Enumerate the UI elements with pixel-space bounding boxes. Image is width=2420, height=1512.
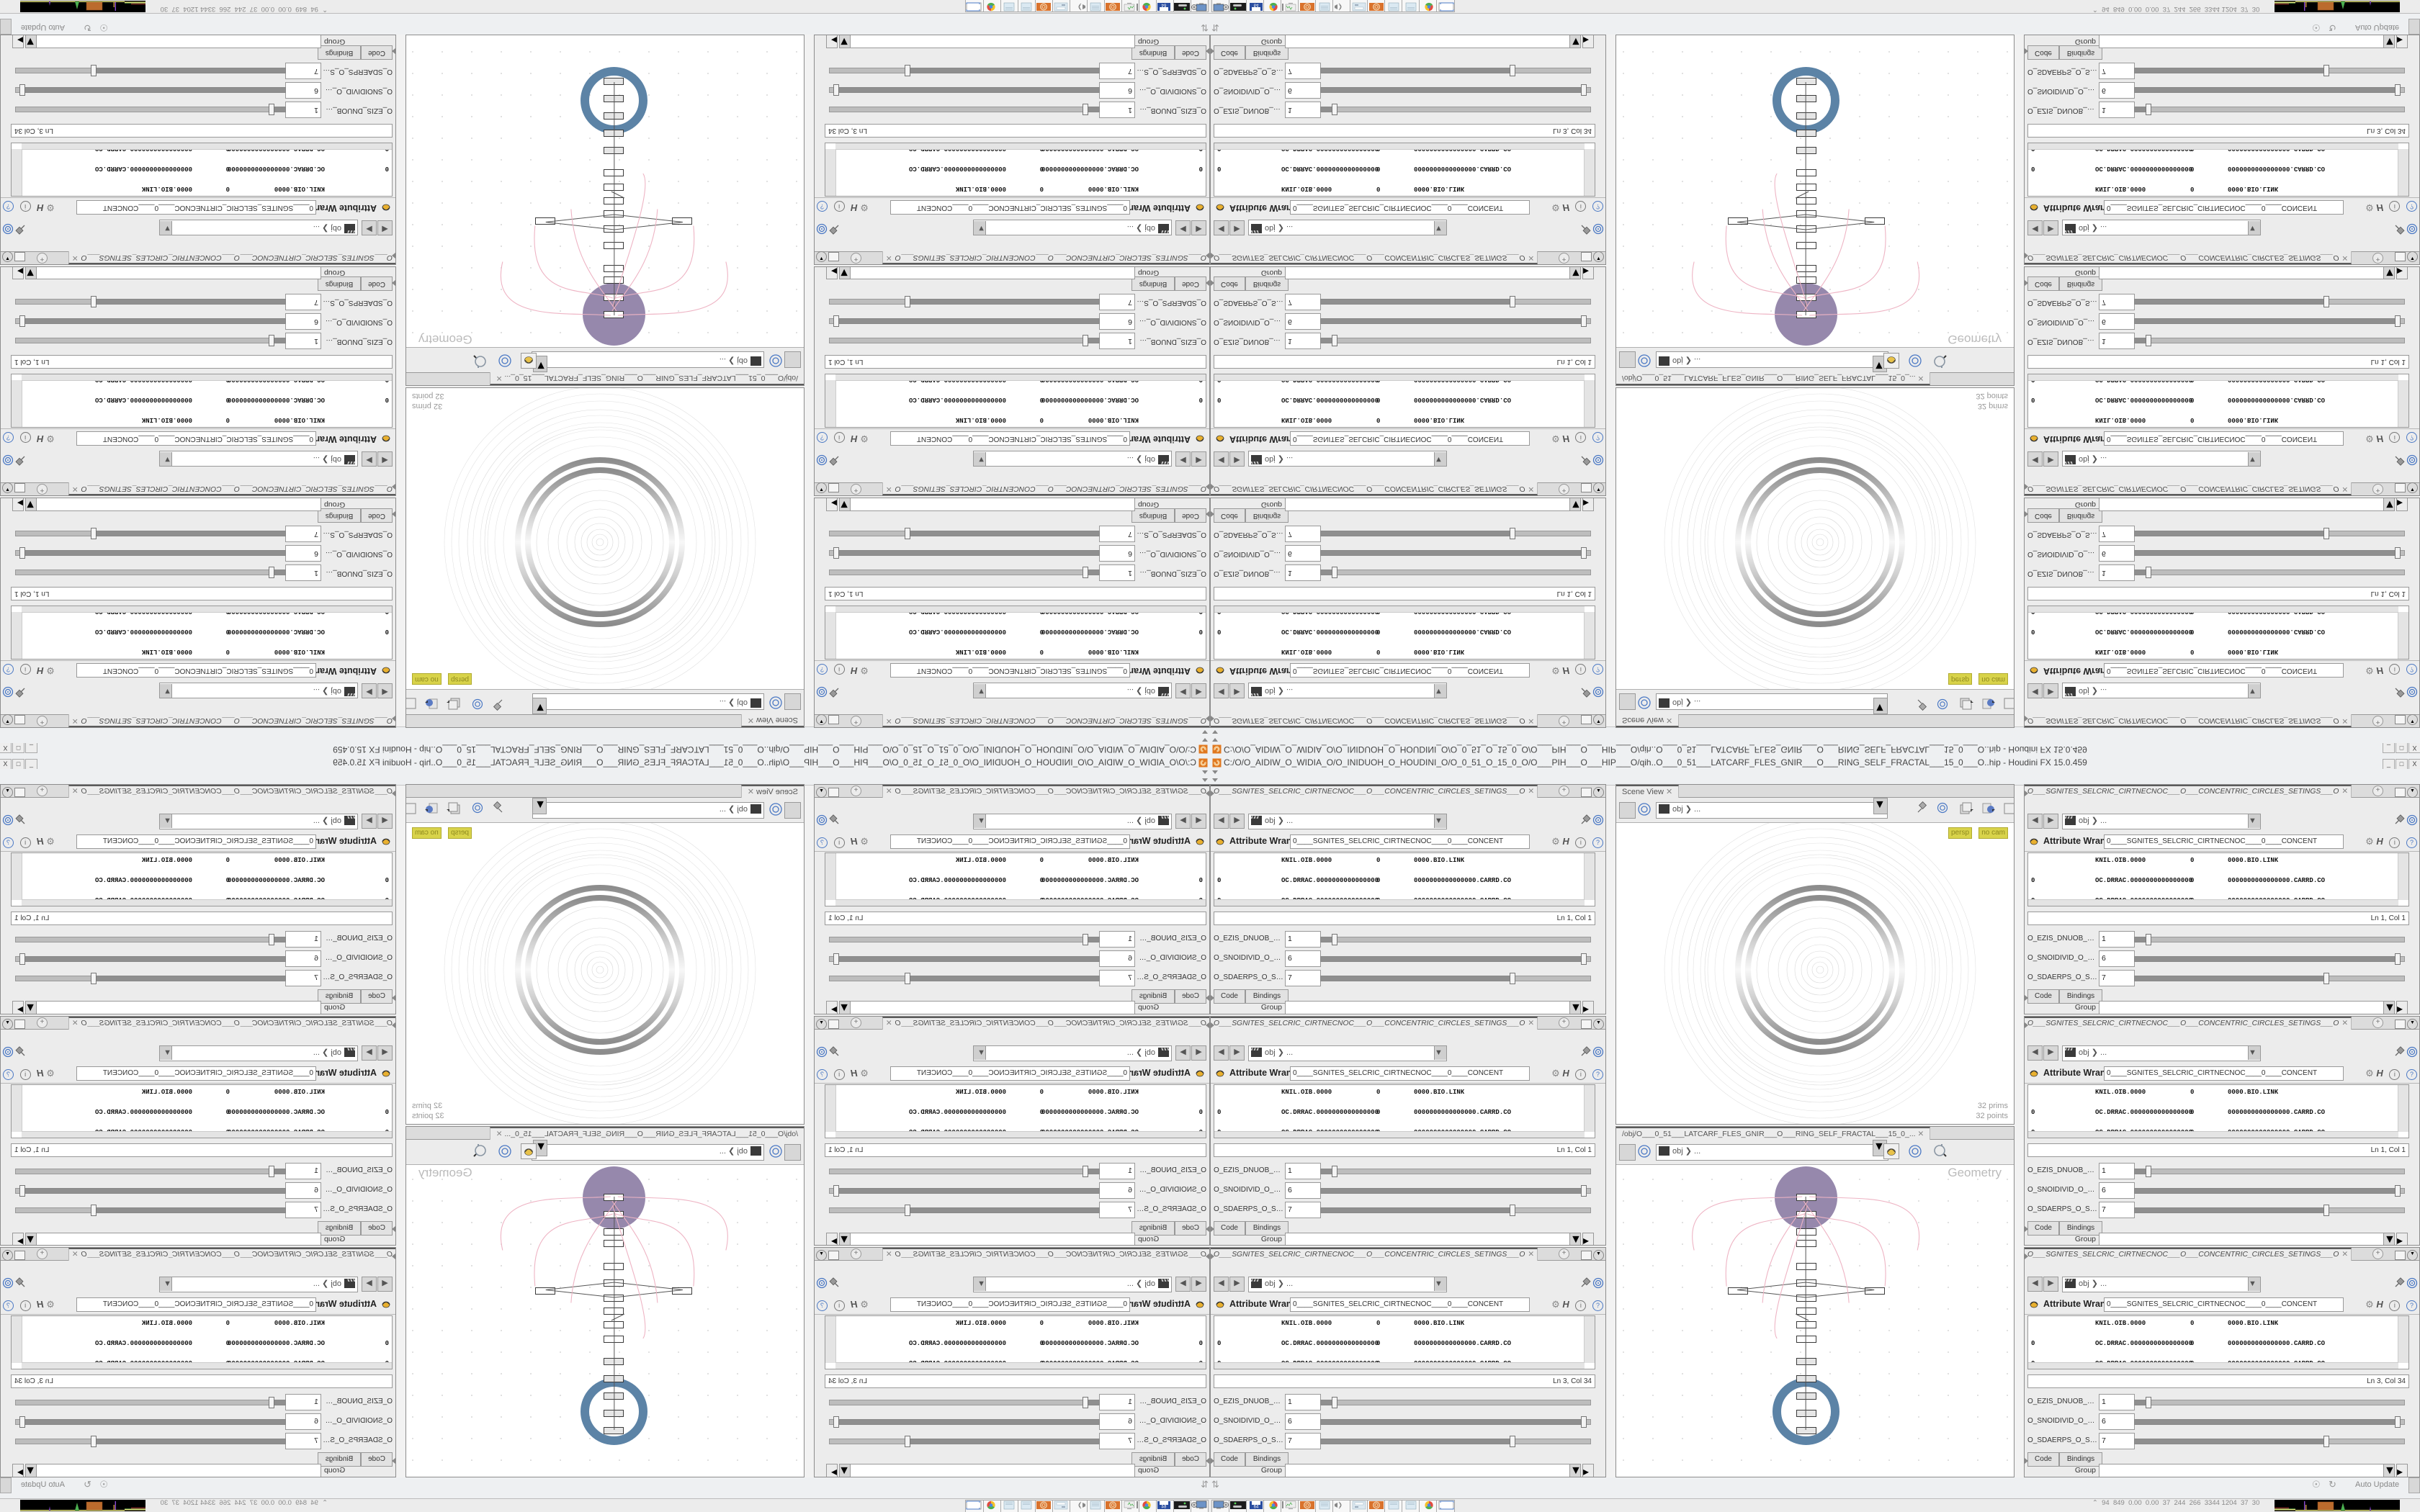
svg-text:64: 64 bbox=[1161, 1506, 1166, 1510]
svg-text:64: 64 bbox=[1254, 3, 1259, 7]
svg-text:64: 64 bbox=[1161, 3, 1166, 7]
svg-text:64: 64 bbox=[1254, 1506, 1259, 1510]
